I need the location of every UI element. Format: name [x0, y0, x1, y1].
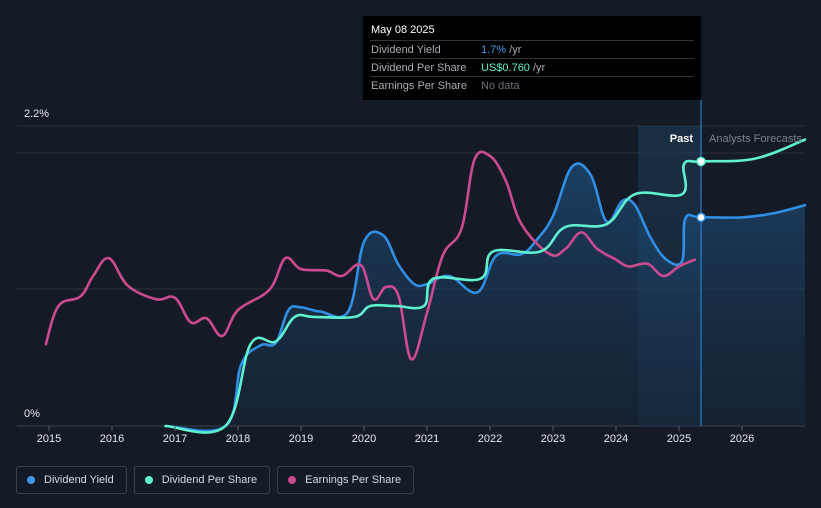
legend-dividend-yield[interactable]: Dividend Yield	[16, 466, 127, 494]
tooltip-label: Dividend Per Share	[371, 61, 467, 74]
x-tick-label: 2023	[541, 433, 565, 445]
x-tick-label: 2016	[100, 433, 124, 445]
legend-swatch	[144, 476, 153, 484]
series-line	[44, 150, 697, 361]
legend-label: Dividend Per Share	[161, 474, 258, 486]
tooltip-row-dps: Dividend Per Share US$0.760 /yr	[370, 58, 694, 76]
legend-dividend-per-share[interactable]: Dividend Per Share	[133, 466, 271, 494]
x-tick-label: 2021	[415, 433, 439, 445]
x-tick-label: 2022	[478, 433, 502, 445]
past-label: Past	[670, 133, 694, 145]
cursor-marker	[696, 156, 706, 167]
y-tick-top: 2.2%	[24, 108, 50, 120]
tooltip-unit: /yr	[506, 43, 522, 56]
y-tick-zero: 0%	[24, 408, 40, 420]
legend-label: Dividend Yield	[44, 474, 114, 486]
x-tick-label: 2025	[667, 433, 691, 445]
legend-earnings-per-share[interactable]: Earnings Per Share	[277, 466, 415, 494]
tooltip-row-yield: Dividend Yield 1.7% /yr	[370, 40, 694, 58]
legend-swatch	[27, 476, 35, 484]
series-areas	[165, 163, 806, 431]
tooltip-row-eps: Earnings Per Share No data	[370, 76, 694, 94]
tooltip-value: No data	[481, 79, 520, 92]
series-line	[164, 138, 807, 434]
x-tick-label: 2026	[730, 433, 754, 445]
cursor-marker	[696, 212, 706, 223]
x-tick-label: 2018	[226, 433, 250, 445]
cursor-markers	[696, 156, 706, 223]
legend-swatch	[288, 476, 297, 484]
x-tick-label: 2017	[163, 433, 187, 445]
series-area	[165, 163, 806, 431]
legend-label: Earnings Per Share	[305, 474, 402, 486]
x-tick-label: 2024	[604, 433, 628, 445]
series-line	[164, 162, 807, 433]
series-lines	[44, 138, 807, 434]
legend: Dividend Yield Dividend Per Share Earnin…	[16, 466, 415, 494]
tooltip-label: Dividend Yield	[371, 43, 441, 56]
tooltip-value: US$0.760	[481, 61, 530, 74]
tooltip-label: Earnings Per Share	[371, 79, 467, 92]
tooltip-unit: /yr	[529, 61, 546, 74]
tooltip-value: 1.7%	[481, 43, 507, 56]
x-tick-label: 2019	[289, 433, 313, 445]
x-tick-label: 2015	[37, 433, 61, 445]
forecast-label: Analysts Forecasts	[709, 133, 802, 145]
x-tick-label: 2020	[352, 433, 376, 445]
tooltip: May 08 2025 Dividend Yield 1.7% /yr Divi…	[363, 16, 701, 100]
x-axis: 2015 2016 2017 2018 2019 2020 2021 2022 2023 2024…	[37, 426, 754, 445]
tooltip-date: May 08 2025	[371, 24, 435, 36]
